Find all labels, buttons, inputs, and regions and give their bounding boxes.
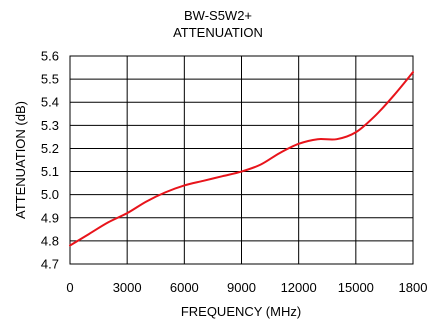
y-tick-label: 5.4 [41,95,59,110]
plot-area-border [69,55,414,265]
y-tick-label: 5.6 [41,49,59,64]
y-tick-label: 5.1 [41,164,59,179]
x-axis-label: FREQUENCY (MHz) [181,304,301,319]
attenuation-series-line [69,71,414,247]
x-axis-tick-labels: 0 3000 6000 9000 12000 15000 1800 [66,280,427,295]
y-axis-label: ATTENUATION (dB) [13,101,28,219]
x-tick-label: 12000 [281,280,317,295]
chart-title-line-1: BW-S5W2+ [184,8,252,23]
grid-lines [70,56,413,264]
y-tick-label: 5.5 [41,72,59,87]
x-tick-label: 15000 [338,280,374,295]
y-axis-tick-labels: 4.7 4.8 4.9 5.0 5.1 5.2 5.3 5.4 5.5 5.6 [41,49,59,272]
x-tick-label: 9000 [227,280,256,295]
y-tick-label: 5.0 [41,187,59,202]
y-tick-label: 4.9 [41,210,59,225]
y-tick-label: 5.2 [41,141,59,156]
series-layer [69,71,414,247]
x-tick-label: 3000 [113,280,142,295]
chart-title-line-2: ATTENUATION [173,25,263,40]
x-tick-label: 0 [66,280,73,295]
y-tick-label: 5.3 [41,118,59,133]
x-tick-label: 1800 [399,280,428,295]
y-tick-label: 4.7 [41,257,59,272]
y-tick-label: 4.8 [41,233,59,248]
x-tick-label: 6000 [170,280,199,295]
